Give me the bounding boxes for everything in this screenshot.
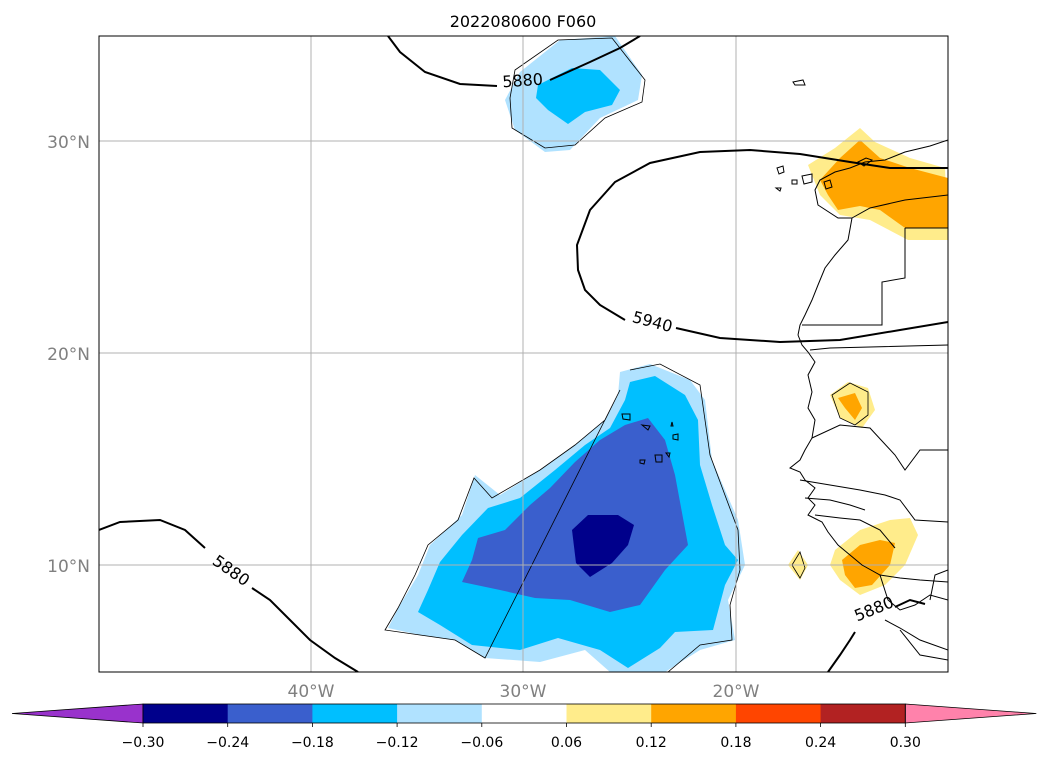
colorbar-segment: [312, 704, 398, 723]
colorbar-segment: [397, 704, 483, 723]
colorbar-segment: [481, 704, 567, 723]
colorbar-segment: [651, 704, 737, 723]
colorbar-tick-label: −0.24: [206, 735, 249, 751]
colorbar-segment: [820, 704, 906, 723]
colorbar-extend-low: [11, 703, 144, 724]
colorbar-tick-label: 0.12: [636, 735, 667, 751]
lon-label-20w: 20°W: [713, 682, 760, 702]
map-frame: [98, 35, 949, 673]
contour-label-5880-west: 5880: [209, 551, 253, 590]
colorbar-segment: [566, 704, 652, 723]
contour-label-5880-east: 5880: [852, 592, 897, 625]
negative-anomaly-north: [505, 36, 642, 152]
contour-label-5940: 5940: [630, 307, 674, 336]
map-title: 2022080600 F060: [450, 12, 597, 31]
negative-anomaly-main: [388, 364, 745, 672]
height-contours: [99, 36, 948, 672]
colorbar-frame: [142, 703, 906, 724]
colorbar-segment: [735, 704, 822, 723]
colorbar-tick-label: 0.06: [551, 735, 582, 751]
colorbar-tick-label: 0.18: [720, 735, 751, 751]
colorbar: −0.30 −0.24 −0.18 −0.12 −0.06 0.06 0.12 0.18 0.2…: [11, 703, 1037, 751]
lon-label-30w: 30°W: [500, 682, 547, 702]
positive-anomaly-north-africa: [808, 128, 948, 240]
positive-anomaly-west-africa: [788, 382, 918, 595]
colorbar-tick-label: −0.06: [460, 735, 503, 751]
anomaly-outlines: [384, 37, 869, 672]
lat-label-30n: 30°N: [47, 133, 90, 153]
colorbar-tick-label: −0.18: [291, 735, 334, 751]
contour-label-5880-north: 5880: [502, 70, 544, 92]
lat-label-20n: 20°N: [47, 345, 90, 365]
lon-label-40w: 40°W: [288, 682, 335, 702]
colorbar-tick-label: 0.24: [805, 735, 836, 751]
colorbar-extend-high: [904, 703, 1037, 724]
lat-label-10n: 10°N: [47, 557, 90, 577]
colorbar-tick-label: −0.12: [376, 735, 419, 751]
colorbar-tick-label: −0.30: [122, 735, 165, 751]
map-area: 5880 5940 5880 5880: [99, 36, 948, 672]
gridlines: [99, 36, 948, 672]
coastlines: [789, 139, 948, 661]
colorbar-tick-label: 0.30: [890, 735, 921, 751]
colorbar-segment: [143, 704, 229, 723]
colorbar-segment: [227, 704, 313, 723]
